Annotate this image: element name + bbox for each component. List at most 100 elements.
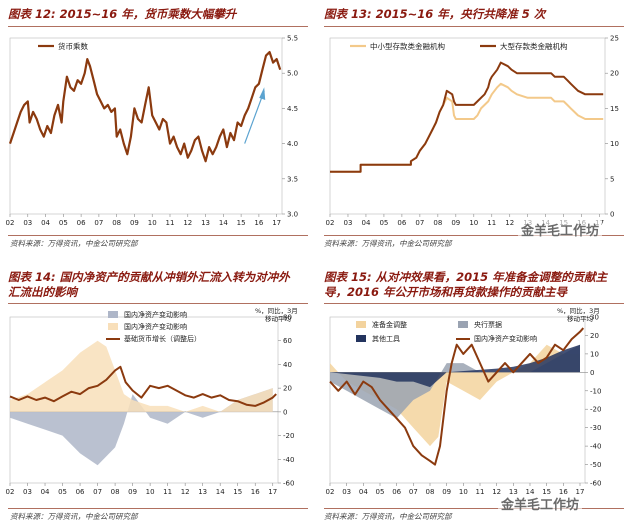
series-line — [330, 61, 604, 173]
x-tick-label: 11 — [476, 488, 485, 496]
series-line — [8, 51, 282, 163]
x-tick-label: 04 — [41, 488, 50, 496]
legend-swatch — [356, 335, 366, 342]
y-tick-label: 5.5 — [287, 35, 298, 43]
x-tick-label: 02 — [6, 219, 15, 227]
y-tick-label: -20 — [283, 432, 294, 440]
x-tick-label: 03 — [23, 488, 32, 496]
y-tick-label: 15 — [610, 105, 619, 113]
x-tick-label: 15 — [542, 488, 551, 496]
legend-label: 国内净资产变动影响 — [474, 334, 537, 343]
legend-swatch — [356, 321, 366, 328]
x-tick-label: 04 — [361, 219, 370, 227]
arrow-head — [259, 87, 266, 100]
legend-label: 央行票据 — [474, 320, 502, 329]
legend-label: 中小型存款类金融机构 — [370, 41, 445, 51]
x-tick-label: 15 — [237, 219, 246, 227]
y-tick-label: 3.0 — [287, 211, 298, 219]
x-tick-label: 10 — [459, 488, 468, 496]
legend-label: 大型存款类金融机构 — [500, 41, 568, 51]
y-tick-label: -40 — [283, 456, 294, 464]
x-tick-label: 14 — [219, 219, 228, 227]
watermark-bottom: 金羊毛工作坊 — [498, 494, 583, 513]
y-tick-label: 20 — [610, 70, 619, 78]
x-tick-label: 17 — [268, 488, 277, 496]
legend-swatch — [458, 321, 468, 328]
series-area — [330, 344, 580, 419]
x-tick-label: 13 — [201, 219, 210, 227]
x-tick-label: 07 — [93, 488, 102, 496]
y-tick-label: -20 — [590, 406, 601, 414]
plot-frame — [329, 316, 586, 484]
y-tick-label: 0 — [590, 369, 594, 377]
source-note: 资料来源：万得资讯，中金公司研究部 — [324, 239, 452, 248]
x-tick-label: 12 — [183, 219, 192, 227]
x-tick-label: 11 — [163, 488, 172, 496]
source-note: 资料来源：万得资讯，中金公司研究部 — [10, 239, 138, 248]
x-tick-label: 14 — [216, 488, 225, 496]
y-tick-label: -10 — [590, 387, 601, 395]
chart-title: 图表 13: 2015~16 年，央行共降准 5 次 — [324, 7, 546, 21]
y-tick-label: 20 — [283, 385, 292, 393]
x-tick-label: 08 — [426, 488, 435, 496]
x-tick-label: 07 — [94, 219, 103, 227]
y-tick-label: -30 — [590, 424, 601, 432]
y-tick-label: 3.5 — [287, 175, 298, 183]
chart-15: -60 -50 -40 -30 -20 -10 0 10 20 30 02 03 04 05 06 07 08 0… — [326, 306, 602, 496]
series-area — [10, 340, 273, 412]
series-line — [329, 327, 585, 466]
y-tick-label: 0 — [610, 211, 614, 219]
y-tick-label: 30 — [590, 314, 599, 322]
x-tick-label: 03 — [23, 219, 32, 227]
source-rule — [8, 508, 308, 509]
x-tick-label: 05 — [376, 488, 385, 496]
x-tick-label: 17 — [272, 219, 281, 227]
x-tick-label: 06 — [397, 219, 406, 227]
x-tick-label: 15 — [233, 488, 242, 496]
y-tick-label: 60 — [283, 337, 292, 345]
series-area — [330, 344, 580, 388]
x-tick-label: 06 — [76, 488, 85, 496]
y-tick-label: -60 — [590, 480, 601, 488]
chart-12: 3.0 3.5 4.0 4.5 5.0 5.5 02 03 04 05 06 07 08 09 10 11 12… — [6, 35, 299, 228]
x-tick-label: 08 — [433, 219, 442, 227]
x-tick-label: 04 — [41, 219, 50, 227]
unit-label: %，同比，3月 — [255, 306, 298, 315]
legend-label: 准备金调整 — [372, 320, 407, 329]
x-tick-label: 06 — [392, 488, 401, 496]
x-tick-label: 12 — [505, 219, 514, 227]
chart-panel-15: 图表 15: 从对冲效果看，2015 年准备金调整的贡献主 导，2016 年公开… — [320, 265, 640, 527]
x-tick-label: 03 — [342, 488, 351, 496]
legend-label: 货币乘数 — [58, 41, 88, 51]
x-tick-label: 09 — [128, 488, 137, 496]
chart-panel-12: 图表 12: 2015~16 年，货币乘数大幅攀升 3.0 3.5 4.0 4.5 5.… — [0, 0, 318, 263]
y-tick-label: 5.0 — [287, 70, 298, 78]
x-tick-label: 12 — [492, 488, 501, 496]
legend-label: 基础货币增长（调整后） — [124, 334, 201, 343]
chart-title: 图表 14: 国内净资产的贡献从冲销外汇流入转为对冲外 汇流出的影响 — [8, 270, 290, 299]
y-tick-label: 5 — [610, 175, 614, 183]
y-tick-label: 4.0 — [287, 140, 298, 148]
unit-label: %，同比，3月 — [557, 306, 600, 315]
x-tick-label: 16 — [254, 219, 263, 227]
y-tick-label: 40 — [283, 361, 292, 369]
y-tick-label: 0 — [283, 408, 287, 416]
source-rule — [8, 235, 308, 236]
x-tick-label: 10 — [148, 219, 157, 227]
x-tick-label: 06 — [77, 219, 86, 227]
y-tick-label: 80 — [283, 314, 292, 322]
x-tick-label: 02 — [326, 488, 335, 496]
x-tick-label: 11 — [166, 219, 175, 227]
legend-swatch — [108, 311, 118, 318]
x-tick-label: 09 — [442, 488, 451, 496]
legend-swatch — [108, 323, 118, 330]
chart-panel-14: 图表 14: 国内净资产的贡献从冲销外汇流入转为对冲外 汇流出的影响 -60 -4… — [0, 265, 318, 527]
plot-frame — [329, 37, 606, 215]
x-tick-label: 13 — [509, 488, 518, 496]
y-tick-label: 25 — [610, 35, 619, 43]
y-tick-label: 10 — [590, 350, 599, 358]
y-tick-label: 10 — [610, 140, 619, 148]
legend-label: 国内净资产变动影响 — [124, 310, 187, 319]
x-tick-label: 07 — [415, 219, 424, 227]
unit-label: 移动平均 — [265, 314, 292, 323]
